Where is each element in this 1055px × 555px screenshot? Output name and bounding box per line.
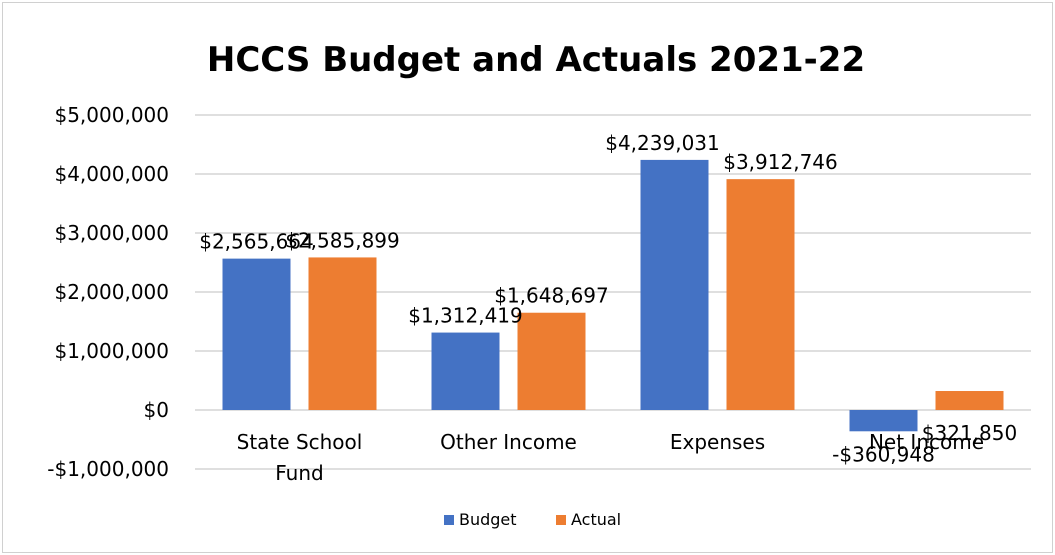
y-tick-label: $5,000,000	[54, 103, 169, 127]
category-label: Fund	[275, 461, 323, 485]
data-label: $1,312,419	[408, 304, 523, 328]
chart-title: HCCS Budget and Actuals 2021-22	[207, 40, 865, 80]
y-tick-label: $3,000,000	[54, 221, 169, 245]
y-axis-tick-labels: $5,000,000 $4,000,000 $3,000,000 $2,000,000…	[47, 103, 169, 481]
legend: Budget Actual	[444, 510, 621, 529]
bar-actual-2	[726, 179, 795, 410]
data-label: $4,239,031	[605, 131, 720, 155]
bar-budget-0	[222, 258, 291, 410]
bar-actual-3	[935, 391, 1004, 410]
category-label: Other Income	[440, 430, 577, 454]
category-label: Net Income	[869, 430, 984, 454]
data-labels: $2,565,664$2,585,899 $1,312,419$1,648,697…	[199, 131, 1017, 466]
y-tick-label: $0	[144, 398, 169, 422]
data-label: -$360,948	[832, 442, 935, 466]
bar-budget-2	[640, 159, 709, 410]
category-labels: State School Fund Other Income Expenses Net …	[237, 430, 984, 485]
bar-actual-0	[308, 257, 377, 410]
data-label: $1,648,697	[494, 284, 609, 308]
bar-budget-1	[431, 332, 500, 410]
data-label: $321,850	[922, 421, 1017, 445]
legend-label-budget: Budget	[459, 510, 517, 529]
y-tick-label: $2,000,000	[54, 280, 169, 304]
data-label: $2,565,664	[199, 230, 314, 254]
y-tick-label: $4,000,000	[54, 162, 169, 186]
chart-svg: HCCS Budget and Actuals 2021-22 $5,000,0…	[47, 40, 1031, 529]
y-tick-label: -$1,000,000	[47, 457, 169, 481]
category-label: State School	[237, 430, 363, 454]
data-label: $2,585,899	[285, 228, 400, 252]
legend-swatch-budget	[444, 515, 454, 525]
category-label: Expenses	[670, 430, 765, 454]
data-label: $3,912,746	[723, 150, 838, 174]
bars	[222, 159, 1004, 432]
bar-budget-3	[849, 410, 918, 432]
legend-label-actual: Actual	[571, 510, 621, 529]
legend-swatch-actual	[556, 515, 566, 525]
y-tick-label: $1,000,000	[54, 339, 169, 363]
bar-actual-1	[517, 312, 586, 410]
